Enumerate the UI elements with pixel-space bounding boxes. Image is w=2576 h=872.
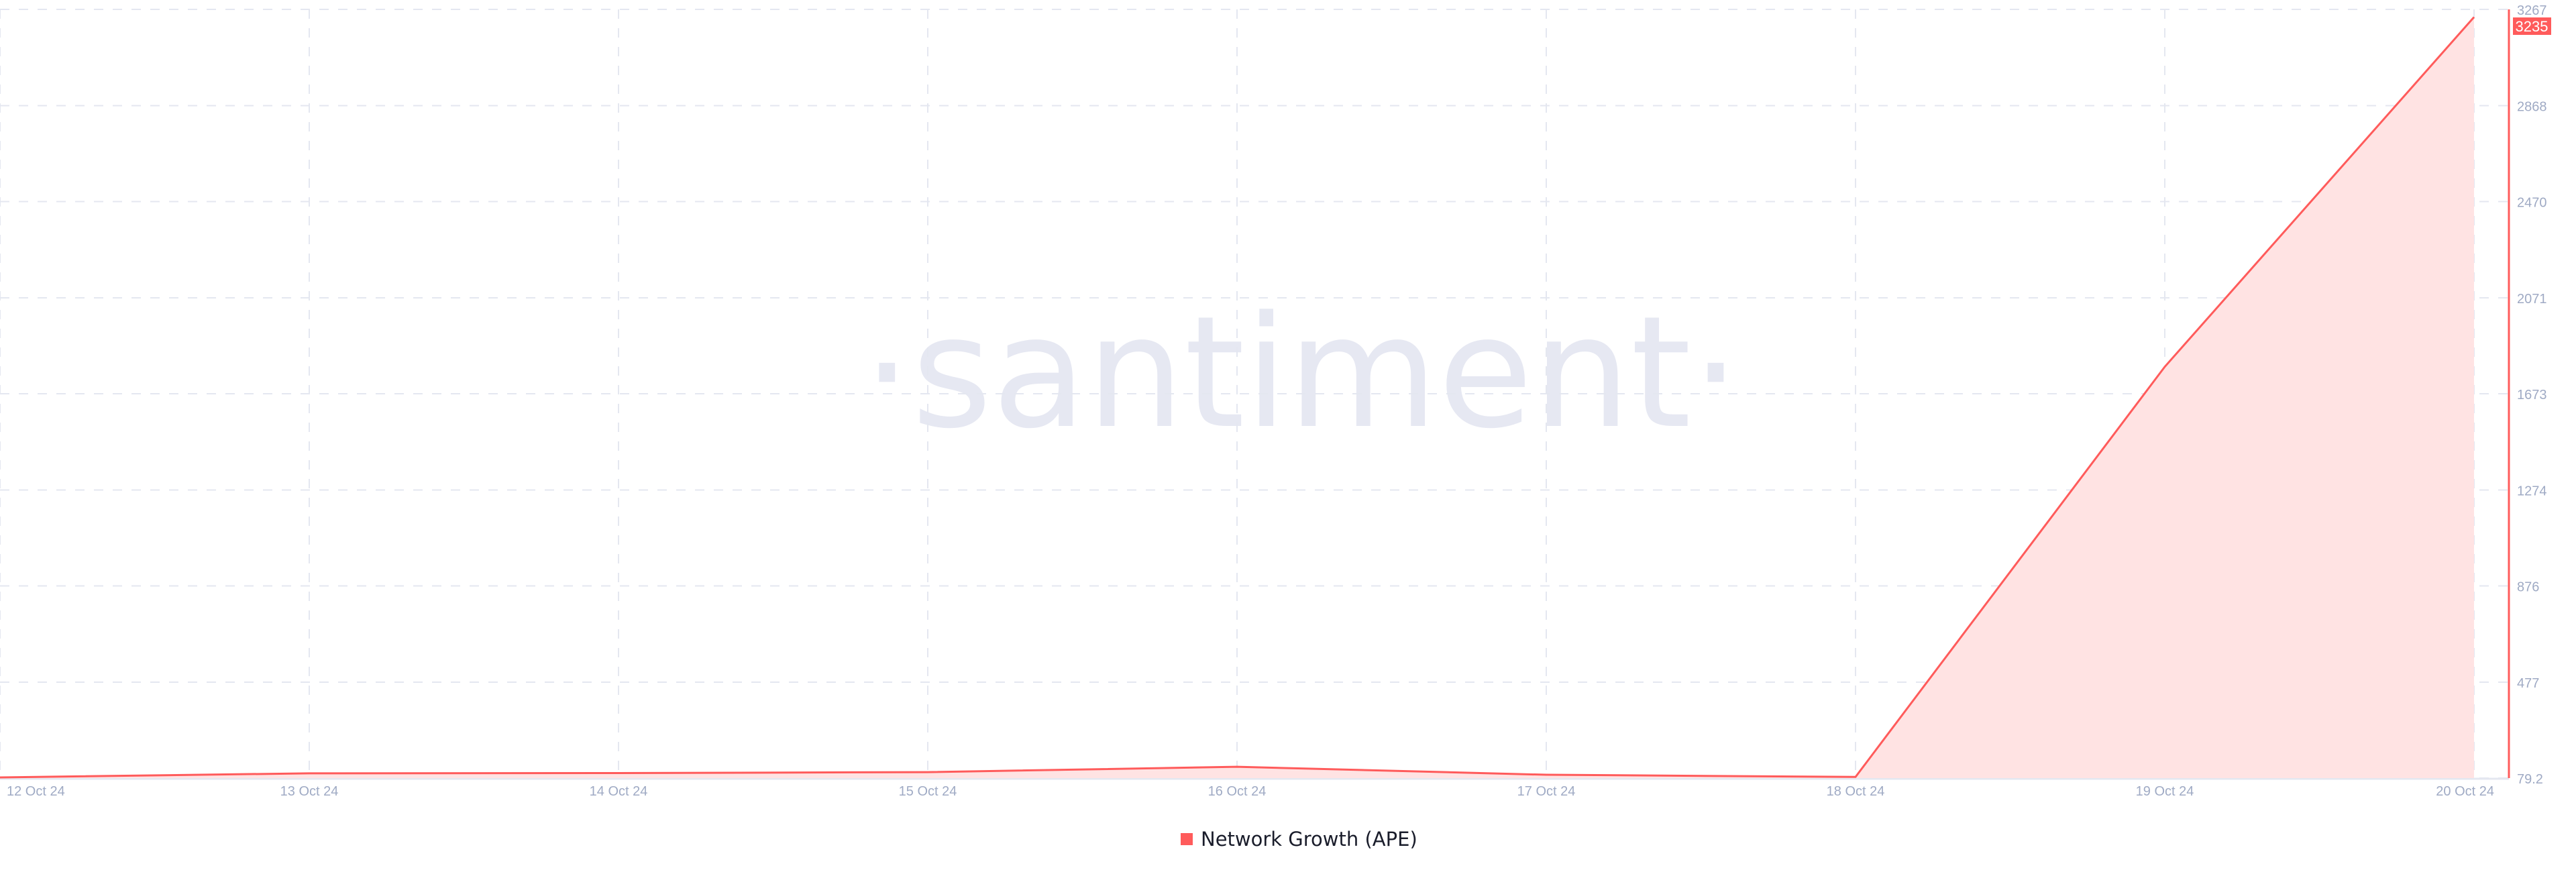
x-tick-label: 13 Oct 24	[280, 784, 339, 799]
legend[interactable]: Network Growth (APE)	[1181, 828, 1417, 851]
y-tick-label: 79.2	[2517, 772, 2543, 787]
y-tick-label: 2071	[2517, 292, 2547, 307]
y-tick-label: 3267	[2517, 3, 2547, 18]
last-value-label: 3235	[2516, 18, 2548, 35]
y-tick-label: 2470	[2517, 196, 2547, 211]
x-tick-label: 18 Oct 24	[1827, 784, 1885, 799]
y-tick-label: 2868	[2517, 99, 2547, 114]
series-area	[0, 17, 2474, 778]
x-tick-label: 14 Oct 24	[590, 784, 648, 799]
x-tick-label: 16 Oct 24	[1208, 784, 1267, 799]
x-tick-label: 12 Oct 24	[7, 784, 65, 799]
last-value-badge	[2513, 17, 2551, 35]
y-tick-label: 1673	[2517, 388, 2547, 402]
legend-swatch	[1181, 833, 1193, 845]
x-tick-label: 20 Oct 24	[2436, 784, 2494, 799]
legend-label: Network Growth (APE)	[1201, 828, 1417, 851]
x-tick-label: 19 Oct 24	[2136, 784, 2194, 799]
y-tick-label: 876	[2517, 580, 2539, 595]
x-tick-label: 17 Oct 24	[1517, 784, 1576, 799]
y-tick-label: 1274	[2517, 484, 2547, 498]
watermark: ·santiment·	[863, 284, 1740, 463]
y-tick-label: 477	[2517, 676, 2539, 691]
x-tick-label: 15 Oct 24	[899, 784, 957, 799]
series-line	[0, 16, 2475, 779]
